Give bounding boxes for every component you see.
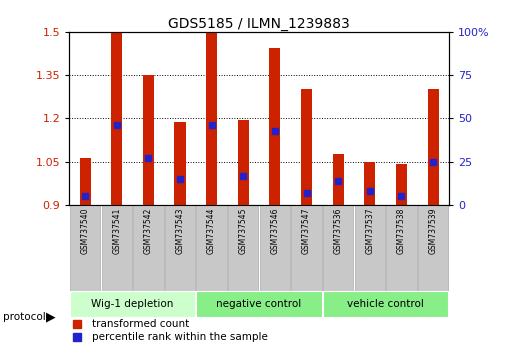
Text: GSM737537: GSM737537 [365, 207, 374, 254]
Text: Wig-1 depletion: Wig-1 depletion [91, 299, 174, 309]
Bar [80, 158, 91, 205]
Bar [354, 205, 385, 291]
Bar [174, 122, 186, 205]
Text: transformed count: transformed count [92, 319, 189, 329]
Bar [196, 205, 227, 291]
Bar [269, 48, 281, 205]
Bar [111, 30, 122, 205]
Text: GSM737540: GSM737540 [81, 207, 90, 254]
Text: GSM737545: GSM737545 [239, 207, 248, 254]
Bar [386, 205, 417, 291]
Bar [291, 205, 322, 291]
Text: ▶: ▶ [46, 310, 56, 323]
Text: GSM737546: GSM737546 [270, 207, 280, 254]
Bar [196, 291, 322, 318]
Bar [323, 205, 353, 291]
Bar [133, 205, 164, 291]
Text: negative control: negative control [216, 299, 302, 309]
Bar [332, 154, 344, 205]
Bar [70, 205, 100, 291]
Bar [260, 205, 290, 291]
Bar [427, 89, 439, 205]
Bar [418, 205, 448, 291]
Text: vehicle control: vehicle control [347, 299, 424, 309]
Bar [228, 205, 259, 291]
Text: protocol: protocol [3, 312, 45, 322]
Text: GSM737536: GSM737536 [333, 207, 343, 254]
Bar [102, 205, 132, 291]
Bar [143, 75, 154, 205]
Text: GSM737542: GSM737542 [144, 207, 153, 254]
Text: percentile rank within the sample: percentile rank within the sample [92, 332, 268, 342]
Bar [396, 164, 407, 205]
Bar [364, 162, 376, 205]
Bar [323, 291, 448, 318]
Text: GSM737543: GSM737543 [175, 207, 185, 254]
Title: GDS5185 / ILMN_1239883: GDS5185 / ILMN_1239883 [168, 17, 350, 31]
Bar [238, 120, 249, 205]
Text: GSM737539: GSM737539 [428, 207, 438, 254]
Bar [206, 33, 217, 205]
Text: GSM737541: GSM737541 [112, 207, 121, 254]
Bar [70, 291, 195, 318]
Text: GSM737544: GSM737544 [207, 207, 216, 254]
Bar [165, 205, 195, 291]
Text: GSM737538: GSM737538 [397, 207, 406, 254]
Bar [301, 89, 312, 205]
Text: GSM737547: GSM737547 [302, 207, 311, 254]
